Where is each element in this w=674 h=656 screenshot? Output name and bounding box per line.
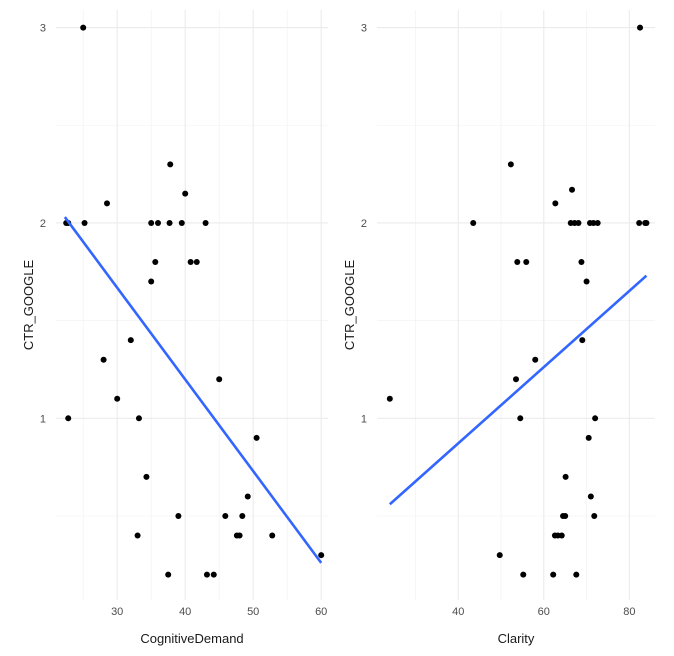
data-point [590,219,597,226]
data-point [575,219,582,226]
data-point [470,219,477,226]
data-point [585,434,592,441]
data-point [222,512,229,519]
data-point [203,571,210,578]
x-axis-title: CognitiveDemand [140,631,243,646]
data-point [562,512,569,519]
data-point [148,219,155,226]
data-point [210,571,217,578]
data-point [152,259,159,266]
data-point [573,571,580,578]
data-point [550,571,557,578]
data-point [558,532,565,539]
data-point [636,219,643,226]
data-point [386,395,393,402]
data-point [165,571,172,578]
data-point [134,532,141,539]
panel-1: 30 40 50 60 1 2 3 CognitiveDemand CTR_GOOGLE [21,10,328,646]
data-point [583,278,590,285]
regression-line [63,216,323,564]
data-point [269,532,276,539]
data-point [592,415,599,422]
data-point [65,415,72,422]
data-point [496,552,503,559]
data-point [643,219,650,226]
data-point [569,186,576,193]
data-point [523,259,530,266]
data-point [507,161,514,168]
data-point [182,190,189,197]
data-point [135,415,142,422]
x-tick-label: 30 [111,606,123,618]
data-point [178,219,185,226]
data-point [148,278,155,285]
data-point [579,337,586,344]
x-tick-label: 40 [452,606,464,618]
data-point [80,24,87,31]
data-point [239,512,246,519]
y-tick-label: 2 [40,218,46,230]
data-point [594,219,601,226]
data-point [513,376,519,383]
data-point [253,434,260,441]
data-point [202,219,209,226]
data-point [244,493,251,500]
data-point [552,200,559,207]
data-point [637,24,644,31]
y-tick-label: 1 [40,413,46,425]
data-point [127,337,134,344]
y-axis-title: CTR_GOOGLE [21,260,36,351]
data-point [520,571,527,578]
data-point [318,552,325,559]
data-point [187,259,194,266]
y-axis-title: CTR_GOOGLE [342,260,357,351]
x-tick-label: 50 [247,606,259,618]
data-point [532,356,539,363]
y-tick-label: 1 [361,413,367,425]
data-point [104,200,110,207]
data-point [81,219,88,226]
data-point [155,219,161,226]
data-point [216,376,223,383]
x-tick-label: 80 [623,606,635,618]
data-point [236,532,243,539]
data-point [562,473,569,480]
y-tick-label: 3 [40,23,46,35]
x-tick-label: 60 [538,606,550,618]
data-point [167,161,174,168]
x-tick-label: 60 [315,606,327,618]
x-tick-label: 40 [179,606,191,618]
data-point [114,395,121,402]
panel-2: 40 60 80 1 2 3 Clarity CTR_GOOGLE [342,10,655,646]
data-point [166,219,173,226]
x-axis-title: Clarity [498,631,535,646]
data-point [587,493,594,500]
y-tick-label: 3 [361,23,367,35]
data-point [143,473,150,480]
regression-line [388,274,648,506]
data-point [100,356,107,363]
data-point [514,259,521,266]
y-tick-label: 2 [361,218,367,230]
data-point [591,512,598,519]
data-point [517,415,524,422]
data-point [578,259,585,266]
data-point [175,512,182,519]
data-point [193,259,200,266]
